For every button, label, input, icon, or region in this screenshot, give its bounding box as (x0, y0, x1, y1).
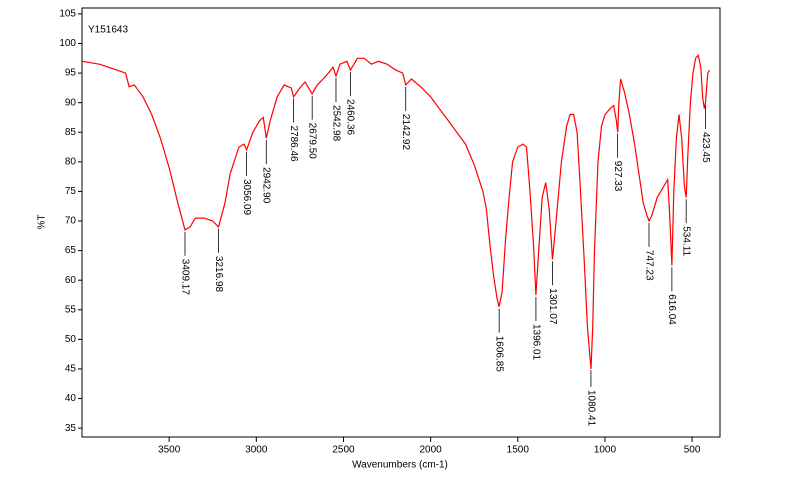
peak-label: 2142.92 (400, 114, 411, 151)
peak-label: 423.45 (700, 132, 711, 163)
chart-title: Y151643 (88, 25, 128, 36)
x-axis-label: Wavenumbers (cm-1) (352, 460, 448, 471)
peak-label: 3216.98 (213, 256, 224, 293)
peak-label: 1396.01 (530, 324, 541, 361)
y-tick-label: 45 (65, 364, 77, 375)
y-tick-label: 85 (65, 127, 77, 138)
peak-label: 1080.41 (585, 390, 596, 427)
y-tick-label: 35 (65, 423, 77, 434)
y-tick-label: 75 (65, 186, 77, 197)
peak-label: 2942.90 (261, 167, 272, 204)
y-tick-label: 65 (65, 245, 77, 256)
x-tick-label: 2000 (420, 445, 443, 456)
x-tick-label: 2500 (332, 445, 355, 456)
peak-label: 3409.17 (179, 259, 190, 296)
y-tick-label: 95 (65, 68, 77, 79)
plot-frame (81, 7, 721, 438)
x-tick-label: 3000 (245, 445, 268, 456)
y-tick-label: 60 (65, 275, 77, 286)
peak-label: 616.04 (666, 294, 677, 325)
x-tick-label: 1000 (594, 445, 617, 456)
y-tick-label: 55 (65, 304, 77, 315)
y-tick-label: 100 (59, 38, 76, 49)
x-tick-label: 500 (684, 445, 701, 456)
peak-label: 927.33 (612, 161, 623, 192)
spectrum-line (81, 54, 711, 370)
x-tick-label: 3500 (158, 445, 181, 456)
y-tick-label: 90 (65, 97, 77, 108)
y-tick-label: 40 (65, 393, 77, 404)
y-axis-label: %T (37, 215, 48, 230)
peak-label: 1301.07 (547, 288, 558, 325)
y-tick-label: 105 (59, 9, 76, 20)
y-tick-label: 80 (65, 156, 77, 167)
peak-label: 2786.46 (288, 125, 299, 162)
peak-label: 1606.85 (494, 336, 505, 373)
peak-label: 2460.36 (345, 99, 356, 136)
peak-label: 534.11 (681, 226, 692, 256)
y-tick-label: 70 (65, 216, 77, 227)
y-tick-label: 50 (65, 334, 77, 345)
x-tick-label: 1500 (507, 445, 530, 456)
peak-label: 2542.98 (330, 105, 341, 142)
peak-label: 2679.50 (307, 123, 318, 160)
peak-label: 747.23 (643, 250, 654, 281)
peak-label: 3056.09 (241, 179, 252, 216)
